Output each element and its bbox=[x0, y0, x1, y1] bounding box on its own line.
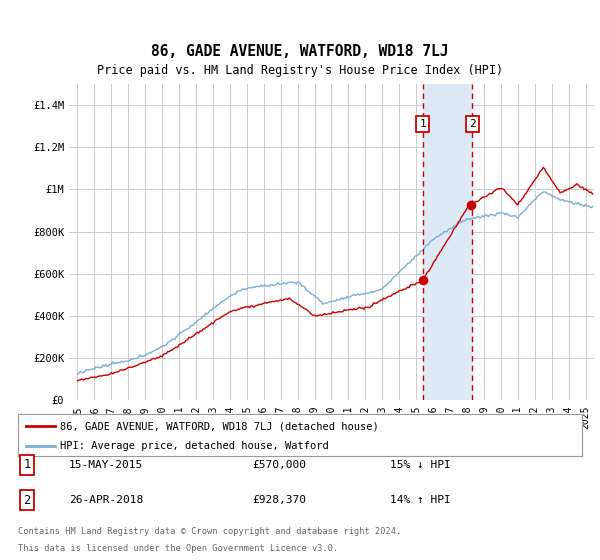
Text: £928,370: £928,370 bbox=[252, 495, 306, 505]
Text: 2: 2 bbox=[469, 119, 476, 129]
Text: Contains HM Land Registry data © Crown copyright and database right 2024.: Contains HM Land Registry data © Crown c… bbox=[18, 528, 401, 536]
Text: 26-APR-2018: 26-APR-2018 bbox=[69, 495, 143, 505]
Text: 15% ↓ HPI: 15% ↓ HPI bbox=[390, 460, 451, 470]
Point bbox=[466, 200, 476, 209]
Text: £570,000: £570,000 bbox=[252, 460, 306, 470]
Text: HPI: Average price, detached house, Watford: HPI: Average price, detached house, Watf… bbox=[60, 441, 329, 451]
Text: Price paid vs. HM Land Registry's House Price Index (HPI): Price paid vs. HM Land Registry's House … bbox=[97, 64, 503, 77]
Text: 2: 2 bbox=[23, 493, 31, 507]
Point bbox=[418, 276, 428, 284]
Bar bbox=[422, 84, 472, 400]
Text: 1: 1 bbox=[419, 119, 426, 129]
Text: 1: 1 bbox=[23, 458, 31, 472]
Text: 86, GADE AVENUE, WATFORD, WD18 7LJ: 86, GADE AVENUE, WATFORD, WD18 7LJ bbox=[151, 44, 449, 59]
Text: 15-MAY-2015: 15-MAY-2015 bbox=[69, 460, 143, 470]
Text: 14% ↑ HPI: 14% ↑ HPI bbox=[390, 495, 451, 505]
Text: 86, GADE AVENUE, WATFORD, WD18 7LJ (detached house): 86, GADE AVENUE, WATFORD, WD18 7LJ (deta… bbox=[60, 421, 379, 431]
Text: This data is licensed under the Open Government Licence v3.0.: This data is licensed under the Open Gov… bbox=[18, 544, 338, 553]
